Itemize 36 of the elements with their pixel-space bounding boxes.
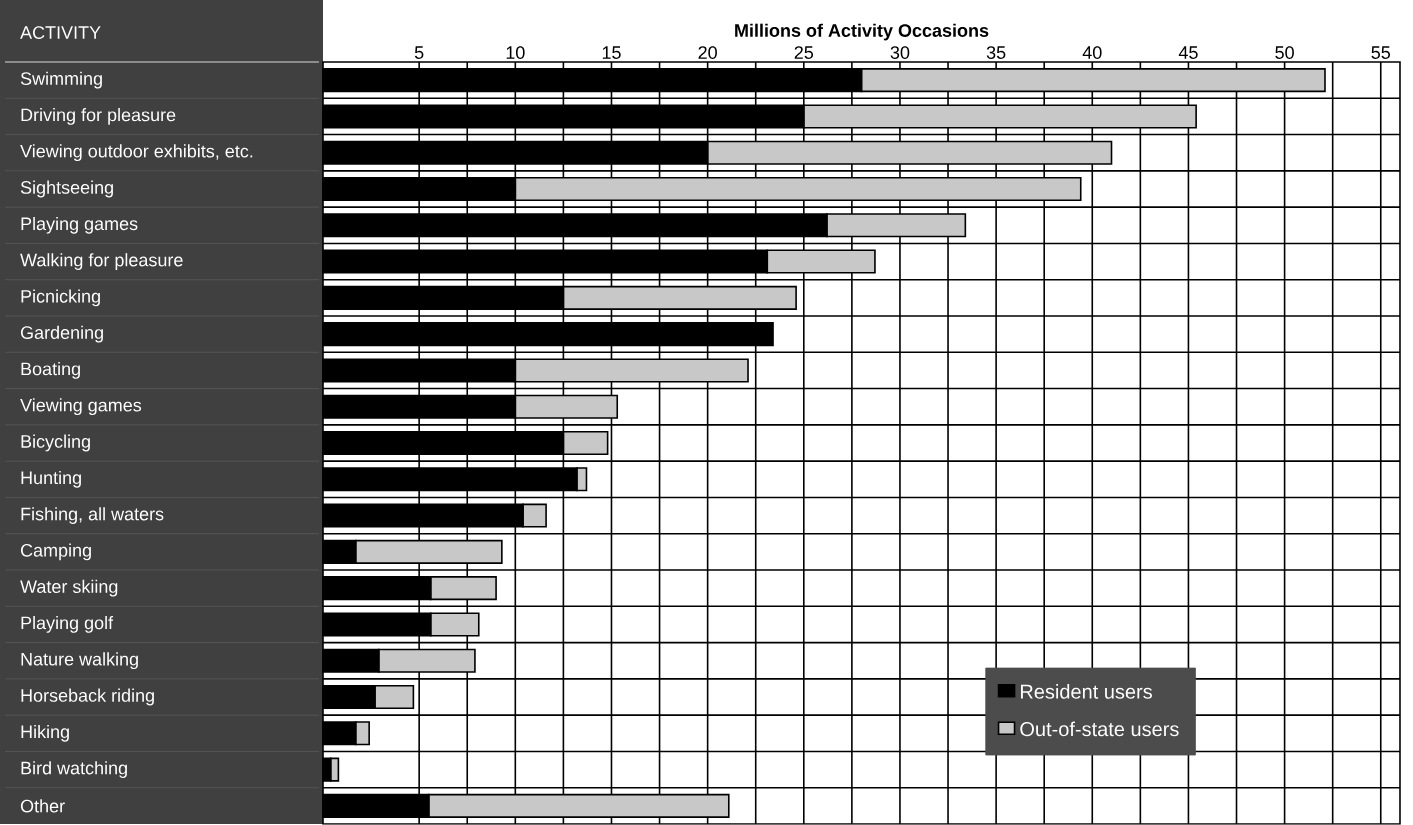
y-tick-label: Bicycling xyxy=(21,434,90,452)
x-tick-label: 30 xyxy=(890,46,910,60)
y-tick-label: Viewing games xyxy=(20,398,142,416)
y-tick-label: Hiking xyxy=(21,724,69,742)
y-tick-label: Picnicking xyxy=(21,289,100,307)
y-tick-label: Water skiing xyxy=(20,579,118,597)
x-tick-label: 25 xyxy=(794,46,814,60)
y-tick-label: Bird watching xyxy=(21,761,127,779)
y-tick-label: Sightseeing xyxy=(20,180,113,198)
x-tick-label: 20 xyxy=(698,46,717,60)
y-tick-label: Camping xyxy=(20,543,91,561)
y-tick-label: Swimming xyxy=(20,71,102,89)
x-tick-label: 50 xyxy=(1275,46,1294,60)
x-tick-label: 15 xyxy=(602,46,621,60)
x-tick-label: 35 xyxy=(986,46,1006,60)
y-tick-label: Other xyxy=(20,799,65,813)
y-tick-label: Nature walking xyxy=(21,652,138,670)
x-tick-label: 40 xyxy=(1082,46,1102,60)
x-tick-label: 55 xyxy=(1371,46,1391,60)
x-tick-label: 10 xyxy=(506,46,525,60)
y-tick-label: Boating xyxy=(21,362,80,379)
y-tick-label: Driving for pleasure xyxy=(21,108,176,125)
y-tick-label: Walking for pleasure xyxy=(20,253,183,271)
y-tick-label: Viewing outdoor exhibits, etc. xyxy=(20,144,253,162)
y-tick-label: Gardening xyxy=(20,325,103,343)
legend-label: Out-of-state users xyxy=(1020,721,1179,737)
legend-label: Resident users xyxy=(1020,684,1152,699)
y-tick-label: Playing golf xyxy=(21,616,114,633)
x-tick-label: 45 xyxy=(1178,46,1198,60)
y-tick-label: Hunting xyxy=(21,470,81,488)
y-tick-label: Playing games xyxy=(21,216,138,234)
x-axis-title: Millions of Activity Occasions xyxy=(735,23,989,41)
x-tick-label: 5 xyxy=(414,46,424,60)
y-axis-title: ACTIVITY xyxy=(20,26,101,40)
y-tick-label: Fishing, all waters xyxy=(21,507,164,525)
y-tick-label: Horseback riding xyxy=(21,688,154,706)
